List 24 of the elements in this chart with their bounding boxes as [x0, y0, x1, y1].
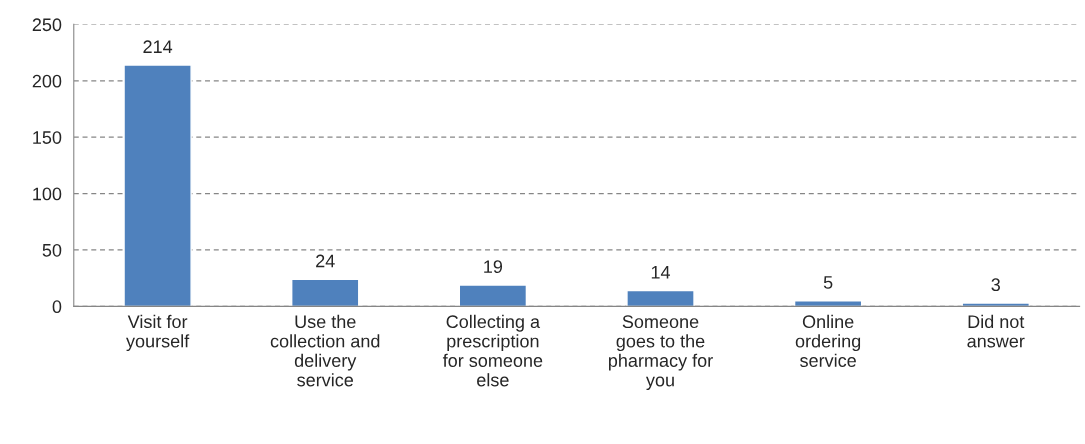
x-tick-label: Did not answer [967, 314, 1025, 348]
data-label: 3 [991, 278, 1000, 292]
data-label: 24 [316, 254, 335, 268]
y-tick-label: 250 [32, 18, 62, 32]
x-tick-label: Collecting a prescription for someone else [442, 314, 543, 387]
x-tick-label: Online ordering service [795, 314, 861, 367]
data-label: 19 [484, 260, 503, 274]
y-tick-label: 0 [52, 300, 62, 314]
x-tick-label: Someone goes to the pharmacy for you [608, 315, 713, 390]
data-label: 214 [143, 40, 173, 53]
bar [291, 278, 360, 307]
bar [793, 300, 863, 307]
bar [626, 289, 695, 307]
data-label: 14 [651, 266, 671, 279]
x-tick-label: Use the collection and delivery service [270, 314, 380, 387]
bar [123, 64, 192, 307]
y-tick-label: 200 [32, 74, 62, 88]
y-tick-label: 50 [42, 243, 62, 257]
bar [961, 302, 1030, 307]
y-tick-label: 100 [33, 187, 62, 201]
y-tick-label: 150 [33, 131, 62, 144]
data-label: 5 [823, 276, 833, 289]
x-tick-label: Visit for yourself [126, 314, 190, 352]
bar [458, 284, 528, 307]
